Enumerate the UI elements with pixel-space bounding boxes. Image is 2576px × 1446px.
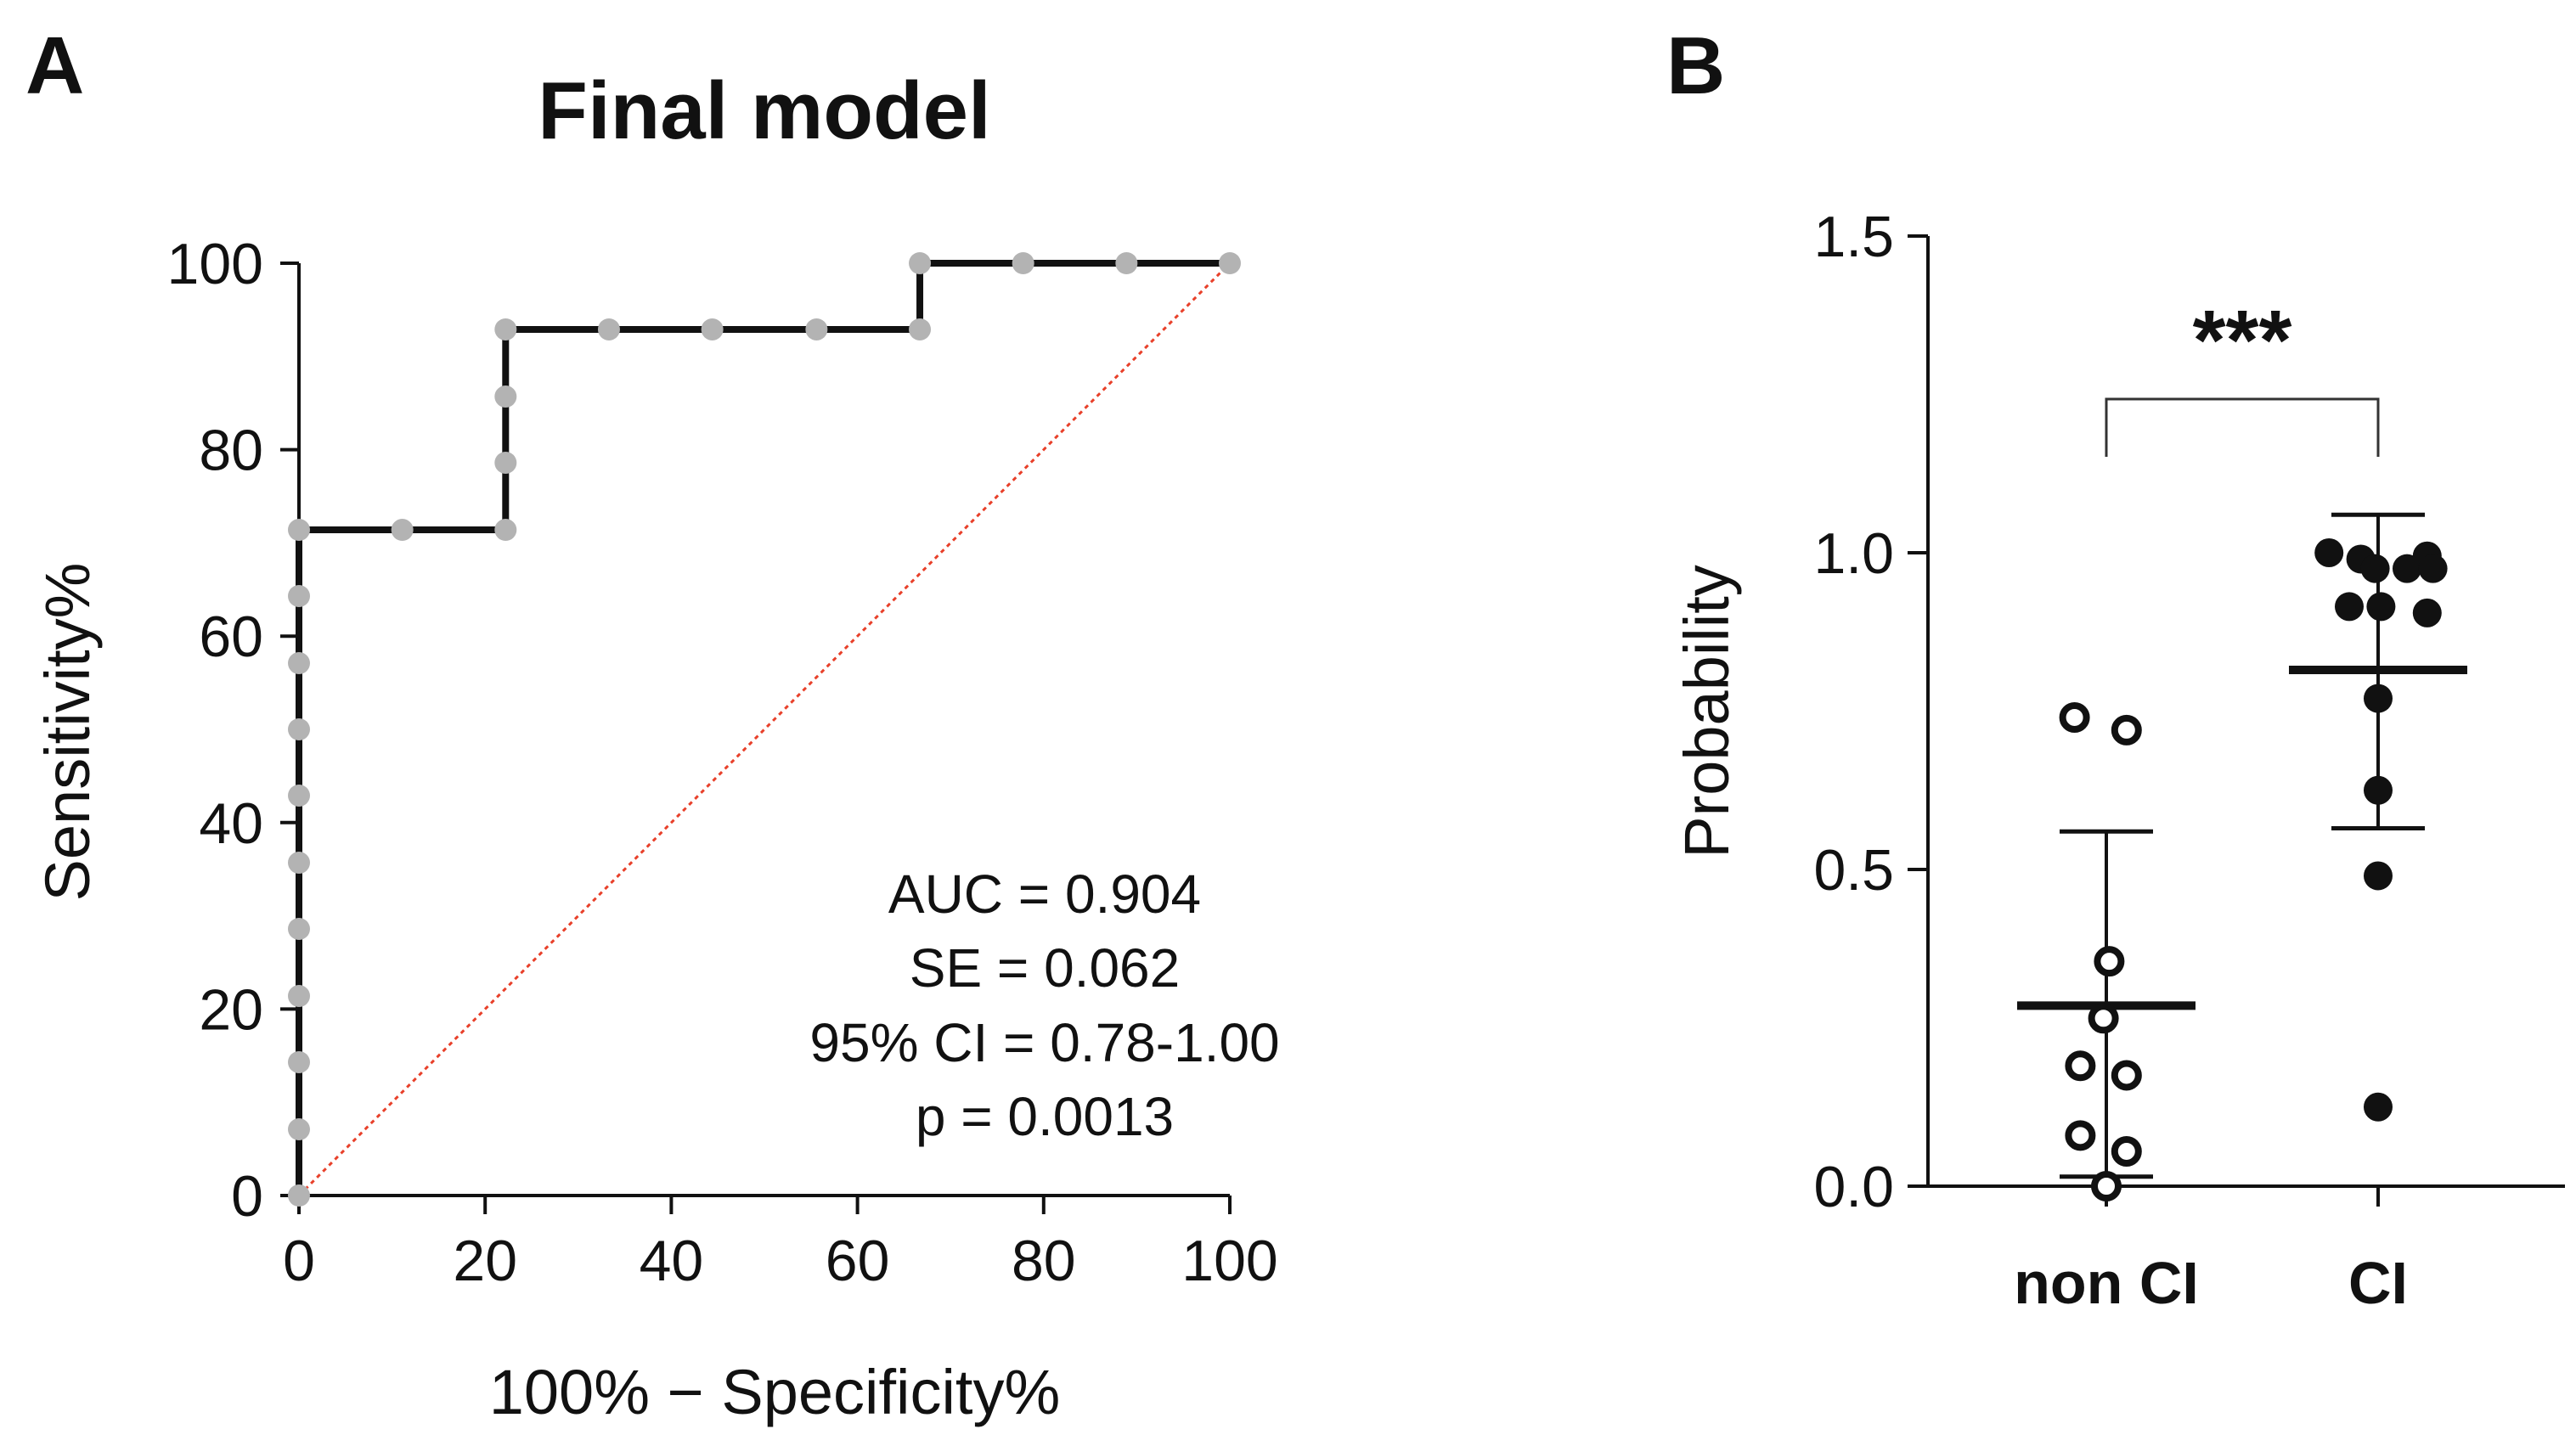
ci-point xyxy=(2364,775,2393,805)
roc-x-tick-label: 60 xyxy=(826,1229,890,1293)
ci-point xyxy=(2418,554,2448,583)
roc-point xyxy=(391,519,414,542)
roc-point xyxy=(597,318,620,340)
roc-x-tick-label: 100 xyxy=(1181,1229,1277,1293)
roc-y-tick-label: 0 xyxy=(231,1164,263,1229)
ci-point xyxy=(2360,554,2390,583)
significance-bracket xyxy=(2105,397,2380,457)
roc-points xyxy=(288,252,1241,1207)
roc-point xyxy=(288,1118,310,1141)
roc-point xyxy=(288,584,310,607)
roc-y-tick-label: 60 xyxy=(199,605,263,669)
roc-point xyxy=(288,852,310,875)
roc-point xyxy=(288,519,310,542)
roc-point xyxy=(494,318,517,340)
dot-plot-axes xyxy=(1908,234,2565,1207)
non-ci-point xyxy=(2111,1135,2142,1167)
non-ci-point xyxy=(2091,1171,2122,1201)
roc-point xyxy=(494,451,517,474)
non-ci-point xyxy=(2065,1120,2096,1151)
dot-plot-y-axis-title: Probability xyxy=(1671,565,1742,858)
non-ci-point xyxy=(2065,1050,2096,1082)
roc-y-axis-title: Sensitivity% xyxy=(32,563,103,902)
auc-annotation: AUC = 0.904 xyxy=(888,864,1201,925)
se-annotation: SE = 0.062 xyxy=(910,937,1180,999)
non-ci-point xyxy=(2094,946,2125,977)
ci-point xyxy=(2314,538,2344,567)
ci-point xyxy=(2364,684,2393,713)
roc-y-tick-label: 100 xyxy=(167,232,263,296)
non-ci-point xyxy=(2111,714,2142,746)
p-value-annotation: p = 0.0013 xyxy=(916,1086,1174,1147)
roc-point xyxy=(288,917,310,940)
dot-plot-y-tick-label: 1.5 xyxy=(1813,205,1894,269)
ci-point xyxy=(2393,554,2421,583)
roc-point xyxy=(701,318,724,340)
roc-point xyxy=(288,1050,310,1073)
roc-point xyxy=(494,385,517,408)
roc-y-tick-label: 80 xyxy=(199,419,263,483)
category-label-non-ci: non CI xyxy=(2014,1250,2199,1316)
ci-annotation: 95% CI = 0.78-1.00 xyxy=(809,1012,1279,1073)
ci-point xyxy=(2364,861,2393,891)
non-ci-point xyxy=(2059,701,2090,733)
roc-point xyxy=(288,652,310,675)
significance-stars: *** xyxy=(2193,293,2292,388)
roc-y-tick-label: 20 xyxy=(199,977,263,1042)
roc-point xyxy=(1012,252,1034,274)
roc-reference-line xyxy=(297,262,1232,1197)
ci-point xyxy=(2366,592,2396,622)
roc-x-axis-title: 100% − Specificity% xyxy=(489,1357,1061,1427)
non-ci-point xyxy=(2088,1003,2119,1034)
dot-plot-y-tick-label: 1.0 xyxy=(1813,521,1894,586)
dot-plot-points xyxy=(2059,538,2448,1201)
roc-point xyxy=(288,985,310,1008)
roc-y-tick-label: 40 xyxy=(199,791,263,856)
roc-chart-title: Final model xyxy=(538,65,990,156)
roc-point xyxy=(288,1184,310,1207)
panel-label-b: B xyxy=(1666,20,1725,111)
ci-point xyxy=(2335,592,2364,622)
category-label-ci: CI xyxy=(2348,1250,2408,1316)
roc-x-tick-label: 0 xyxy=(283,1229,315,1293)
roc-point xyxy=(288,784,310,807)
dot-plot-y-tick-label: 0.0 xyxy=(1813,1155,1894,1219)
roc-point xyxy=(1115,252,1138,274)
roc-x-tick-label: 40 xyxy=(640,1229,704,1293)
ci-point xyxy=(2412,598,2442,627)
roc-point xyxy=(805,318,828,340)
ci-point xyxy=(2364,1092,2393,1122)
roc-tick-labels: 0 20 40 60 80 100 0 20 40 60 80 100 xyxy=(167,232,1278,1293)
roc-point xyxy=(909,252,932,274)
panel-label-a: A xyxy=(25,20,84,111)
roc-point xyxy=(909,318,932,340)
roc-x-tick-label: 80 xyxy=(1012,1229,1076,1293)
roc-point xyxy=(288,718,310,740)
roc-point xyxy=(494,519,517,542)
roc-x-tick-label: 20 xyxy=(453,1229,517,1293)
dot-plot-tick-labels: 0.0 0.5 1.0 1.5 xyxy=(1813,205,1894,1219)
dot-plot-y-tick-label: 0.5 xyxy=(1813,838,1894,903)
roc-point xyxy=(1219,252,1241,274)
non-ci-point xyxy=(2111,1060,2142,1091)
